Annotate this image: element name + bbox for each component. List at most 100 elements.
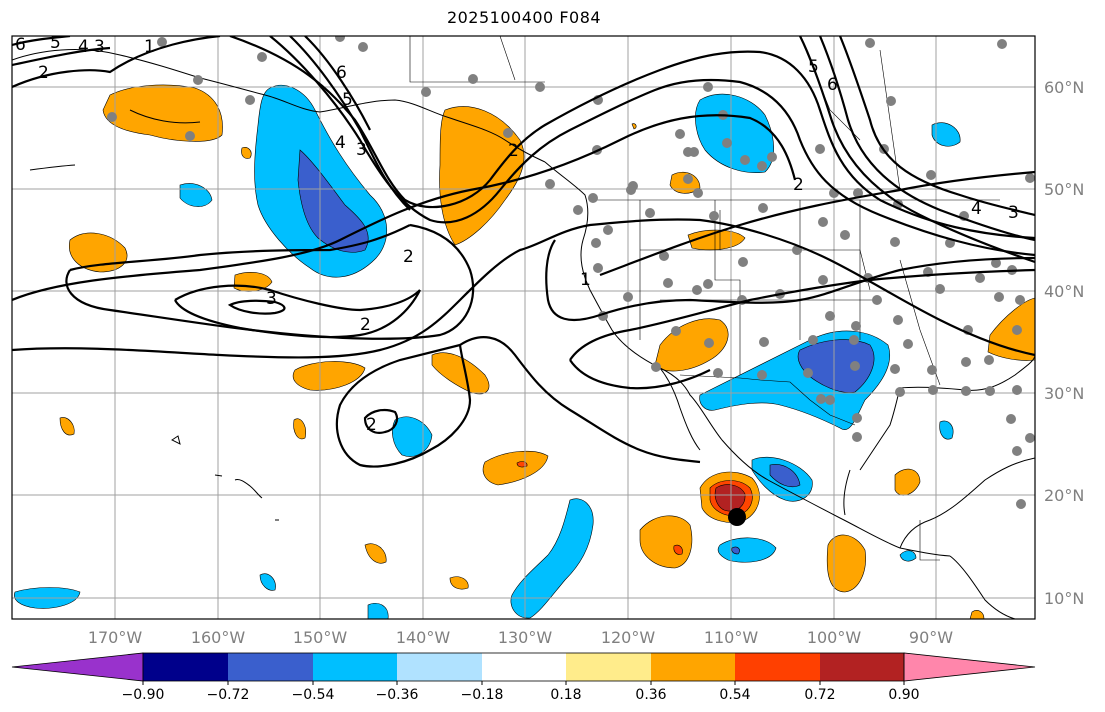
station-markers bbox=[107, 36, 1035, 509]
positive-anomaly-region bbox=[364, 543, 387, 564]
lat-label: 50°N bbox=[1044, 180, 1084, 199]
colorbar-tick-label: −0.72 bbox=[207, 687, 250, 703]
contour-label: 4 bbox=[971, 199, 982, 219]
colorbar-segment bbox=[143, 653, 228, 681]
latitude-labels: 60°N 50°N 40°N 30°N 20°N 10°N bbox=[1044, 78, 1084, 608]
lon-label: 160°W bbox=[191, 628, 246, 647]
positive-anomaly-region bbox=[293, 418, 306, 440]
colorbar-segment bbox=[482, 653, 566, 681]
negative-anomaly-core bbox=[797, 339, 875, 393]
map-frame bbox=[11, 35, 1036, 620]
islands bbox=[171, 435, 279, 521]
contour-label: 2 bbox=[360, 315, 371, 335]
contour-lines bbox=[12, 36, 1035, 468]
contour-label: 3 bbox=[1008, 203, 1019, 223]
colorbar-tick-label: 0.18 bbox=[550, 687, 581, 703]
colorbar-tick-label: −0.36 bbox=[376, 687, 419, 703]
lat-label: 20°N bbox=[1044, 486, 1084, 505]
contour-label: 1 bbox=[580, 270, 591, 290]
colorbar-tick-label: 0.54 bbox=[719, 687, 750, 703]
contour-label: 6 bbox=[15, 35, 26, 55]
lon-label: 130°W bbox=[498, 628, 553, 647]
positive-anomaly-region bbox=[631, 123, 637, 130]
colorbar-segment bbox=[397, 653, 482, 681]
contour-label: 5 bbox=[808, 57, 819, 77]
lon-label: 90°W bbox=[909, 628, 953, 647]
contour-label: 3 bbox=[94, 37, 105, 57]
positive-anomaly-region bbox=[59, 417, 75, 436]
colorbar-segment bbox=[566, 653, 651, 681]
lon-label: 150°W bbox=[293, 628, 348, 647]
positive-anomaly-region bbox=[894, 468, 921, 496]
political-borders bbox=[409, 36, 1000, 561]
positive-anomaly-region bbox=[482, 450, 549, 486]
positive-anomaly-max bbox=[714, 484, 746, 512]
colorbar-tick-label: −0.54 bbox=[292, 687, 335, 703]
contour-label: 6 bbox=[336, 63, 347, 83]
negative-anomaly-region bbox=[939, 420, 954, 440]
positive-anomaly-region bbox=[102, 84, 223, 142]
lon-label: 120°W bbox=[601, 628, 656, 647]
lat-label: 10°N bbox=[1044, 589, 1084, 608]
colorbar-segment bbox=[228, 653, 313, 681]
positive-anomaly-region bbox=[241, 147, 252, 159]
lon-label: 110°W bbox=[704, 628, 759, 647]
lat-label: 30°N bbox=[1044, 384, 1084, 403]
negative-anomaly-region bbox=[899, 550, 917, 562]
contour-label: 6 bbox=[827, 75, 838, 95]
negative-anomaly-region bbox=[259, 573, 276, 591]
positive-anomaly-region bbox=[431, 352, 490, 395]
contour-label: 1 bbox=[144, 37, 155, 57]
colorbar-extend-low bbox=[11, 652, 144, 682]
negative-anomaly-region bbox=[931, 122, 961, 147]
contour-labels: 6 5 4 3 2 1 6 5 4 3 2 3 2 1 2 2 5 6 4 3 … bbox=[15, 33, 1019, 435]
lat-label: 60°N bbox=[1044, 78, 1084, 97]
colorbar-tick-label: 0.36 bbox=[635, 687, 666, 703]
colorbar-tick-label: −0.90 bbox=[122, 687, 165, 703]
contour-label: 2 bbox=[38, 63, 49, 83]
colorbar-extend-high bbox=[903, 652, 1036, 682]
map-title: 2025100400 F084 bbox=[446, 8, 602, 27]
colorbar: −0.90 −0.72 −0.54 −0.36 −0.18 0.18 0.36 … bbox=[11, 652, 1036, 703]
contour-label: 5 bbox=[50, 33, 61, 53]
contour-label: 3 bbox=[266, 289, 277, 309]
contour-label: 2 bbox=[366, 415, 377, 435]
positive-anomaly-region bbox=[826, 534, 866, 593]
positive-anomaly-region bbox=[439, 106, 525, 246]
colorbar-tick-label: 0.90 bbox=[888, 687, 919, 703]
negative-anomaly-region bbox=[510, 498, 594, 619]
colorbar-segment bbox=[820, 653, 904, 681]
contour-label: 3 bbox=[356, 140, 367, 160]
contour-label: 2 bbox=[793, 175, 804, 195]
contour-label: 5 bbox=[342, 90, 353, 110]
map-area: 6 5 4 3 2 1 6 5 4 3 2 3 2 1 2 2 5 6 4 3 … bbox=[12, 33, 1035, 619]
positive-anomaly-core bbox=[516, 461, 528, 468]
negative-anomaly-region bbox=[392, 416, 433, 457]
lon-label: 170°W bbox=[88, 628, 143, 647]
negative-anomaly-core bbox=[297, 149, 369, 253]
longitude-labels: 170°W 160°W 150°W 140°W 130°W 120°W 110°… bbox=[88, 628, 953, 647]
negative-anomaly-region bbox=[695, 93, 774, 173]
positive-anomaly-region bbox=[292, 361, 366, 391]
colorbar-segment bbox=[735, 653, 820, 681]
positive-anomaly-region bbox=[639, 515, 693, 569]
lon-label: 140°W bbox=[396, 628, 451, 647]
contour-label: 4 bbox=[78, 37, 89, 57]
storm-center-marker bbox=[728, 508, 746, 526]
positive-anomaly-region bbox=[969, 610, 985, 619]
negative-anomaly-region bbox=[717, 537, 777, 563]
negative-anomaly-region bbox=[367, 602, 389, 619]
colorbar-tick-label: 0.72 bbox=[804, 687, 835, 703]
contour-label: 2 bbox=[508, 141, 519, 161]
colorbar-segment bbox=[651, 653, 735, 681]
contour-label: 2 bbox=[403, 247, 414, 267]
positive-anomaly-core bbox=[673, 544, 683, 555]
lon-label: 100°W bbox=[807, 628, 862, 647]
lat-label: 40°N bbox=[1044, 282, 1084, 301]
negative-anomaly-core bbox=[769, 464, 801, 488]
colorbar-tick-label: −0.18 bbox=[461, 687, 504, 703]
contour-label: 4 bbox=[335, 133, 346, 153]
colorbar-segment bbox=[313, 653, 397, 681]
negative-anomaly-core bbox=[731, 546, 740, 555]
